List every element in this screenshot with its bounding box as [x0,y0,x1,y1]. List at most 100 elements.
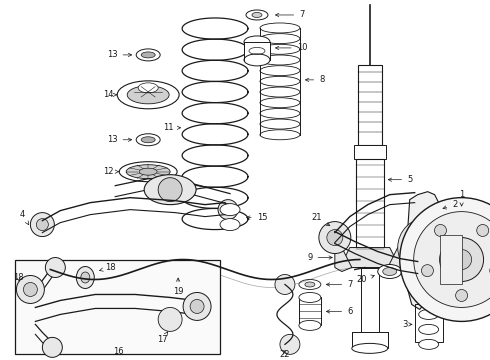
Ellipse shape [138,83,158,93]
Bar [361,267,379,332]
Bar [358,65,382,145]
Circle shape [410,230,445,266]
Circle shape [452,249,471,270]
Circle shape [456,289,467,301]
Polygon shape [345,248,395,267]
Ellipse shape [141,52,155,58]
Ellipse shape [418,339,439,349]
Ellipse shape [260,87,300,97]
Circle shape [280,334,300,354]
Bar [352,332,388,348]
Ellipse shape [260,108,300,118]
Text: 10: 10 [275,44,307,53]
Ellipse shape [76,266,94,288]
Circle shape [319,222,351,253]
Ellipse shape [136,134,160,146]
Circle shape [36,219,49,231]
Circle shape [477,225,489,237]
Ellipse shape [352,343,388,354]
Polygon shape [388,248,405,271]
Ellipse shape [260,130,300,140]
Ellipse shape [252,13,262,18]
Circle shape [24,283,37,297]
Ellipse shape [141,137,155,143]
Ellipse shape [299,292,321,302]
Text: 8: 8 [305,75,324,84]
Circle shape [190,300,204,314]
Ellipse shape [299,320,321,330]
Text: 17: 17 [157,332,168,344]
Circle shape [400,198,490,321]
Text: 20: 20 [357,275,374,284]
Ellipse shape [305,282,315,287]
Bar [354,145,386,159]
Ellipse shape [260,98,300,108]
Bar [356,159,384,253]
Bar [299,297,321,325]
Text: 6: 6 [326,307,352,316]
Text: 7: 7 [275,10,305,19]
Circle shape [158,178,182,202]
Ellipse shape [246,10,268,20]
Text: 15: 15 [246,213,267,222]
Polygon shape [405,192,441,310]
Circle shape [16,275,45,303]
Text: 7: 7 [326,280,352,289]
Circle shape [30,213,54,237]
Bar [15,260,220,354]
Text: 4: 4 [20,210,28,225]
Text: 2: 2 [443,200,457,209]
Ellipse shape [144,175,196,204]
Text: 13: 13 [107,50,132,59]
Text: 21: 21 [312,213,330,226]
Circle shape [42,337,62,357]
Ellipse shape [260,44,300,54]
Text: 12: 12 [103,167,119,176]
Ellipse shape [260,55,300,65]
Ellipse shape [126,165,170,179]
Ellipse shape [418,310,439,319]
Ellipse shape [139,168,157,175]
Ellipse shape [260,76,300,86]
Text: 14: 14 [103,90,117,99]
Text: 19: 19 [173,278,183,296]
Bar [440,235,462,284]
Text: 5: 5 [388,175,412,184]
Text: 16: 16 [113,347,123,356]
Text: 22: 22 [280,350,290,359]
Ellipse shape [260,33,300,44]
Ellipse shape [244,36,270,48]
Circle shape [158,307,182,332]
Circle shape [46,257,65,278]
Ellipse shape [299,279,321,289]
Text: 1: 1 [459,190,464,206]
Bar [244,42,270,60]
Ellipse shape [244,54,270,66]
Circle shape [414,212,490,307]
Circle shape [421,265,434,276]
Ellipse shape [383,267,397,275]
Polygon shape [335,248,352,271]
Text: 9: 9 [307,253,332,262]
Text: 3: 3 [402,320,412,329]
Ellipse shape [220,204,240,216]
Circle shape [275,275,295,294]
Ellipse shape [260,119,300,129]
Circle shape [435,225,446,237]
Ellipse shape [117,81,179,109]
Ellipse shape [220,219,240,231]
Circle shape [218,200,238,220]
Ellipse shape [260,66,300,76]
Ellipse shape [378,265,402,279]
Ellipse shape [119,162,177,182]
Text: 13: 13 [107,135,132,144]
Ellipse shape [136,49,160,61]
Circle shape [327,230,343,246]
Ellipse shape [127,86,169,104]
Text: 11: 11 [163,123,180,132]
Ellipse shape [418,324,439,334]
Circle shape [440,238,484,282]
Circle shape [398,217,458,278]
Ellipse shape [260,23,300,33]
Text: 18: 18 [13,273,24,282]
